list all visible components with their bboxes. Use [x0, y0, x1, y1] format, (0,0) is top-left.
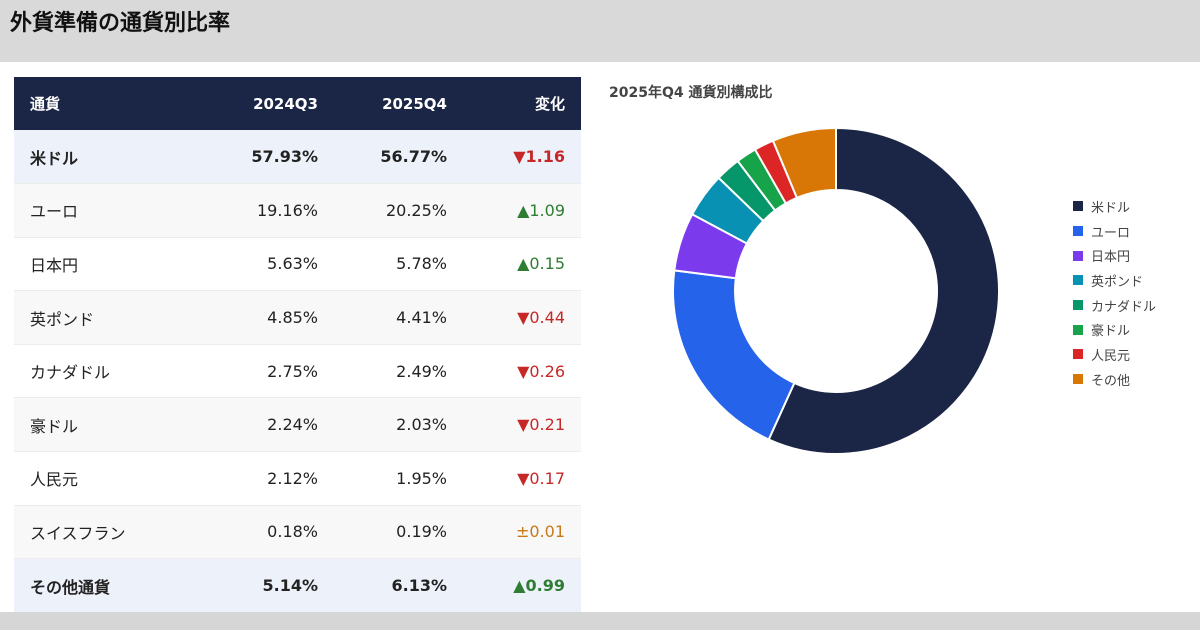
donut-slice — [672, 269, 796, 441]
cell-currency: スイスフラン — [30, 523, 126, 543]
cell-2025q4: 56.77% — [380, 147, 447, 167]
cell-2025q4: 0.19% — [396, 522, 447, 542]
table-row: ユーロ 19.16% 20.25% ▲1.09 — [14, 183, 581, 238]
legend-swatch — [1073, 300, 1083, 311]
content-panel: 通貨 2024Q3 2025Q4 変化 米ドル 57.93% 56.77% ▼1.16… — [0, 62, 1200, 613]
cell-2025q4: 2.03% — [396, 415, 447, 435]
cell-2024q3: 19.16% — [256, 200, 318, 220]
cell-2024q3: 2.75% — [267, 361, 318, 381]
chart-legend: 米ドルユーロ日本円英ポンドカナダドル豪ドル人民元その他 — [1073, 194, 1156, 392]
legend-swatch — [1073, 201, 1083, 212]
legend-item: 日本円 — [1073, 243, 1156, 268]
legend-swatch — [1073, 324, 1083, 335]
legend-item: 人民元 — [1073, 342, 1156, 367]
cell-currency: その他通貨 — [30, 577, 111, 597]
table-row: 米ドル 57.93% 56.77% ▼1.16 — [14, 130, 581, 184]
legend-label: 米ドル — [1091, 200, 1131, 216]
legend-swatch — [1073, 275, 1083, 286]
table-row: カナダドル 2.75% 2.49% ▼0.26 — [14, 344, 581, 398]
legend-label: その他 — [1091, 373, 1131, 389]
table-row: 英ポンド 4.85% 4.41% ▼0.44 — [14, 290, 581, 345]
column-header-2025q4: 2025Q4 — [382, 94, 447, 113]
legend-swatch — [1073, 250, 1083, 261]
legend-item: 豪ドル — [1073, 317, 1156, 342]
cell-2025q4: 1.95% — [396, 468, 447, 488]
cell-change: ±0.01 — [515, 522, 565, 542]
cell-2025q4: 2.49% — [396, 361, 447, 381]
legend-label: 豪ドル — [1091, 324, 1131, 340]
legend-item: ユーロ — [1073, 219, 1156, 244]
chart-title: 2025年Q4 通貨別構成比 — [609, 85, 773, 101]
legend-label: 英ポンド — [1091, 274, 1144, 290]
page-title: 外貨準備の通貨別比率 — [10, 11, 231, 36]
cell-change: ▲0.15 — [517, 254, 565, 274]
cell-change: ▼0.44 — [517, 308, 565, 328]
cell-change: ▼0.17 — [517, 468, 565, 488]
cell-2025q4: 20.25% — [385, 200, 447, 220]
cell-currency: 人民元 — [30, 470, 79, 490]
legend-item: 米ドル — [1073, 194, 1156, 219]
footer-bar — [0, 612, 1200, 630]
table-row: スイスフラン 0.18% 0.19% ±0.01 — [14, 505, 581, 559]
cell-change: ▼0.21 — [517, 415, 565, 435]
cell-2024q3: 2.24% — [267, 415, 318, 435]
legend-label: 人民元 — [1091, 348, 1131, 364]
table-row: その他通貨 5.14% 6.13% ▲0.99 — [14, 558, 581, 613]
cell-change: ▼0.26 — [517, 361, 565, 381]
legend-label: ユーロ — [1091, 225, 1131, 241]
cell-2024q3: 57.93% — [251, 147, 318, 167]
cell-2024q3: 0.18% — [267, 522, 318, 542]
cell-currency: カナダドル — [30, 363, 111, 383]
legend-item: 英ポンド — [1073, 268, 1156, 293]
cell-2025q4: 5.78% — [396, 254, 447, 274]
legend-swatch — [1073, 226, 1083, 237]
legend-item: その他 — [1073, 367, 1156, 392]
cell-2024q3: 5.14% — [262, 576, 318, 596]
table-row: 人民元 2.12% 1.95% ▼0.17 — [14, 451, 581, 506]
cell-currency: 日本円 — [30, 255, 79, 275]
cell-currency: ユーロ — [30, 202, 79, 222]
cell-change: ▲0.99 — [513, 576, 565, 596]
column-header-2024q3: 2024Q3 — [253, 94, 318, 113]
table-row: 日本円 5.63% 5.78% ▲0.15 — [14, 237, 581, 291]
cell-currency: 豪ドル — [30, 416, 79, 436]
cell-change: ▼1.16 — [513, 147, 565, 167]
legend-swatch — [1073, 374, 1083, 385]
column-header-change: 変化 — [534, 95, 565, 113]
table-header-row: 通貨 2024Q3 2025Q4 変化 — [14, 77, 581, 130]
cell-2024q3: 4.85% — [267, 308, 318, 328]
header: 外貨準備の通貨別比率 — [0, 0, 1200, 62]
cell-currency: 米ドル — [30, 148, 79, 168]
cell-2025q4: 6.13% — [391, 576, 447, 596]
cell-2025q4: 4.41% — [396, 308, 447, 328]
legend-label: 日本円 — [1091, 250, 1131, 266]
donut-chart — [672, 126, 1000, 455]
legend-label: カナダドル — [1091, 299, 1157, 315]
currency-table: 通貨 2024Q3 2025Q4 変化 米ドル 57.93% 56.77% ▼1.16… — [14, 77, 581, 613]
cell-2024q3: 2.12% — [267, 468, 318, 488]
cell-2024q3: 5.63% — [267, 254, 318, 274]
table-row: 豪ドル 2.24% 2.03% ▼0.21 — [14, 397, 581, 452]
cell-change: ▲1.09 — [517, 200, 565, 220]
donut-slice — [771, 126, 837, 200]
donut-slice — [767, 126, 1000, 455]
legend-item: カナダドル — [1073, 293, 1156, 318]
column-header-currency: 通貨 — [30, 95, 61, 113]
cell-currency: 英ポンド — [30, 309, 95, 329]
legend-swatch — [1073, 349, 1083, 360]
